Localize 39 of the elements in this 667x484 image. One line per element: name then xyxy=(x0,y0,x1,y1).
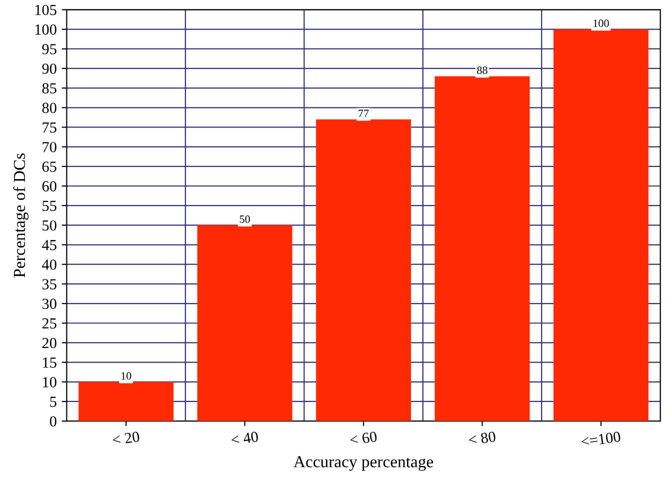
y-tick-label: 75 xyxy=(42,122,56,133)
data-label: 77 xyxy=(358,110,369,118)
y-tick-label: 85 xyxy=(42,83,56,94)
data-label: 88 xyxy=(477,66,488,74)
data-label: 50 xyxy=(240,215,250,223)
bar xyxy=(434,76,530,422)
x-tick-label: < 20 xyxy=(112,431,140,446)
y-tick-label: 5 xyxy=(50,396,56,407)
y-tick-label: 90 xyxy=(42,64,56,74)
bar xyxy=(78,382,174,422)
y-tick-label: 45 xyxy=(42,240,56,250)
y-tick-label: 105 xyxy=(35,4,56,16)
data-label: 100 xyxy=(594,20,609,28)
data-label: 10 xyxy=(121,372,132,380)
x-tick-label: < 80 xyxy=(468,431,496,446)
bar xyxy=(197,225,292,422)
y-tick-label: 0 xyxy=(50,416,56,427)
y-tick-label: 80 xyxy=(42,102,56,114)
y-tick-label: 20 xyxy=(42,338,56,348)
y-axis-title: Percentage of DCs xyxy=(13,154,29,278)
y-tick-label: 35 xyxy=(42,279,56,290)
y-tick-label: 70 xyxy=(42,142,56,152)
x-tick-label: < 40 xyxy=(230,431,258,446)
y-tick-label: 50 xyxy=(42,220,56,231)
y-tick-label: 25 xyxy=(42,318,56,329)
y-tick-label: 60 xyxy=(42,181,56,192)
y-tick-label: 55 xyxy=(42,200,56,212)
y-tick-label: 65 xyxy=(42,162,56,172)
x-axis-title: Accuracy percentage xyxy=(294,456,434,471)
x-tick-label: < 60 xyxy=(350,431,378,446)
y-tick-label: 100 xyxy=(35,24,56,35)
y-tick-label: 40 xyxy=(42,259,56,270)
y-tick-label: 15 xyxy=(43,358,56,368)
y-tick-label: 30 xyxy=(42,298,56,309)
y-tick-label: 10 xyxy=(43,377,56,388)
bar xyxy=(316,119,412,422)
y-tick-label: 95 xyxy=(42,44,56,54)
x-tick-label: <=100 xyxy=(580,431,621,447)
bar xyxy=(553,29,648,422)
